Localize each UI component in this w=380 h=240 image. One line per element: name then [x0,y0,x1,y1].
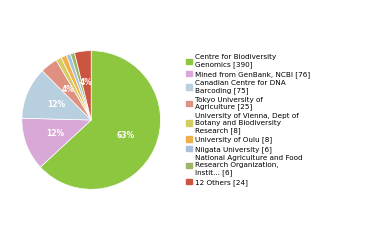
Legend: Centre for Biodiversity
Genomics [390], Mined from GenBank, NCBI [76], Canadian : Centre for Biodiversity Genomics [390], … [186,54,310,186]
Text: 4%: 4% [80,78,93,87]
Wedge shape [22,71,91,120]
Text: 12%: 12% [47,129,65,138]
Text: 63%: 63% [117,131,135,140]
Text: 4%: 4% [62,85,74,94]
Wedge shape [56,58,91,120]
Wedge shape [66,54,91,120]
Wedge shape [42,60,91,120]
Wedge shape [61,55,91,120]
Wedge shape [74,51,91,120]
Wedge shape [70,53,91,120]
Wedge shape [40,51,160,189]
Wedge shape [22,118,91,167]
Text: 12%: 12% [47,101,65,109]
